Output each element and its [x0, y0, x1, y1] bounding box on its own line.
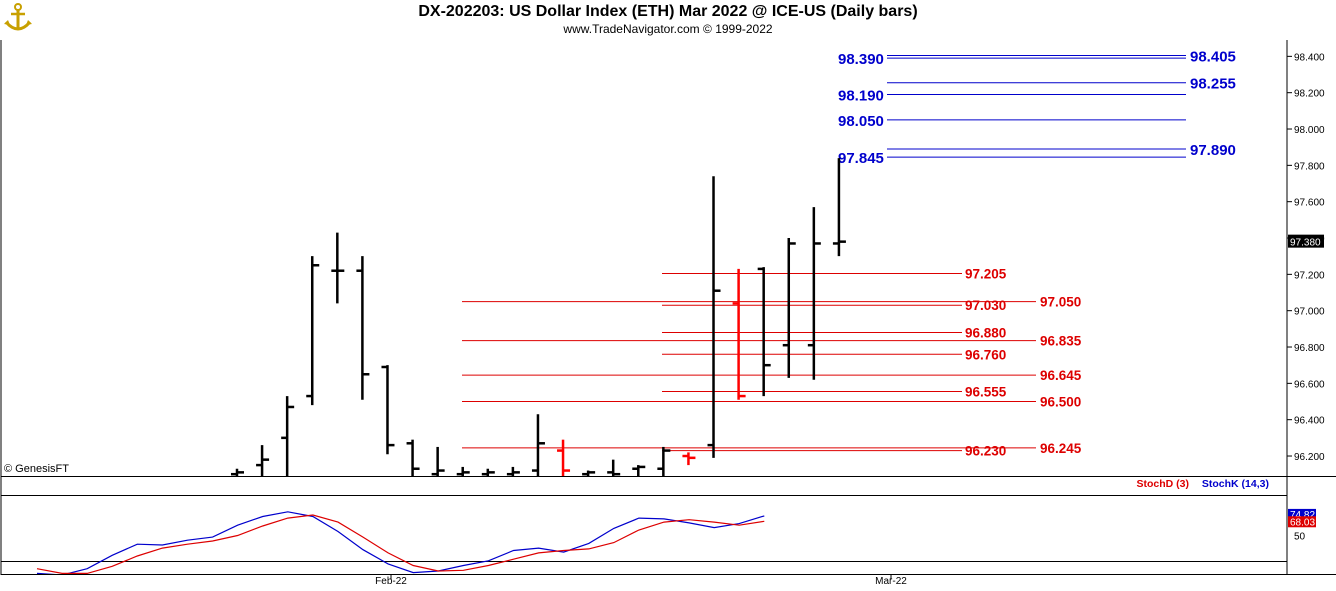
- price-axis-tick-label: 97.200: [1294, 270, 1325, 281]
- blue-level-label: 98.255: [1190, 76, 1236, 93]
- ohlc-bar: [531, 414, 545, 476]
- stoch-lines: [36, 511, 765, 574]
- price-axis-tick-label: 96.400: [1294, 416, 1325, 427]
- ohlc-bars: [231, 158, 846, 476]
- blue-level-label: 98.390: [838, 51, 884, 68]
- ohlc-bar: [381, 365, 395, 455]
- stochk-legend: StochK (14,3): [1202, 478, 1269, 490]
- red-level-label: 97.205: [965, 266, 1007, 281]
- red-level-label: 96.835: [1040, 334, 1082, 349]
- anchor-logo-icon: [2, 2, 34, 34]
- watermark: © GenesisFT: [4, 463, 69, 475]
- red-level-label: 96.230: [965, 444, 1006, 459]
- price-axis-tick-label: 98.200: [1294, 89, 1325, 100]
- price-axis-tick-label: 97.600: [1294, 198, 1325, 209]
- ohlc-bar: [331, 232, 345, 304]
- stochd-legend: StochD (3): [1137, 478, 1190, 490]
- ohlc-bar: [832, 158, 846, 257]
- stochk-value-box: [1288, 508, 1316, 520]
- ohlc-bar: [782, 238, 796, 378]
- date-axis-tick-label: Mar-22: [875, 576, 907, 587]
- price-axis-tick-label: 97.000: [1294, 307, 1325, 318]
- ohlc-bar: [281, 396, 295, 476]
- ohlc-bar: [707, 176, 721, 458]
- date-axis: Feb-22 Mar-22: [375, 575, 907, 587]
- red-level-label: 96.645: [1040, 368, 1082, 383]
- price-axis-tick-label: 98.400: [1294, 52, 1325, 63]
- ohlc-bar: [431, 446, 445, 476]
- red-level-label: 96.555: [965, 385, 1007, 400]
- blue-level-label: 98.190: [838, 88, 884, 105]
- price-axis-tick-label: 97.800: [1294, 161, 1325, 172]
- red-level-label: 96.880: [965, 325, 1006, 340]
- stochd-value-label: 68.03: [1290, 517, 1315, 528]
- stochd-line: [36, 514, 765, 574]
- blue-level-label: 98.405: [1190, 48, 1236, 65]
- ohlc-bar: [356, 256, 370, 400]
- ohlc-bar: [557, 439, 571, 476]
- stochk-line: [36, 511, 765, 574]
- blue-level-label: 98.050: [838, 113, 884, 130]
- date-axis-tick-label: Feb-22: [375, 576, 407, 587]
- ohlc-bar: [682, 452, 696, 466]
- stoch-axis-tick-label: 50: [1294, 532, 1306, 543]
- red-level-label: 96.500: [1040, 395, 1081, 410]
- price-axis-tick-label: 96.200: [1294, 452, 1325, 463]
- ohlc-bar: [657, 446, 671, 476]
- price-axis-tick-label: 96.600: [1294, 379, 1325, 390]
- ohlc-bar: [306, 256, 320, 406]
- stochd-value-box: [1288, 516, 1316, 528]
- price-axis-tick-label: 98.000: [1294, 125, 1325, 136]
- last-price-box: [1288, 234, 1324, 248]
- stochk-value-label: 74.82: [1290, 510, 1315, 521]
- blue-level-label: 97.845: [838, 150, 884, 167]
- last-price-label: 97.380: [1290, 238, 1321, 249]
- red-level-label: 97.050: [1040, 295, 1081, 310]
- price-axis-tick-label: 96.800: [1294, 343, 1325, 354]
- blue-level-label: 97.890: [1190, 142, 1236, 159]
- ohlc-bar: [582, 470, 596, 476]
- ohlc-bar: [807, 207, 821, 380]
- ohlc-bar: [607, 459, 621, 476]
- ohlc-bar: [632, 465, 646, 476]
- ohlc-bar: [256, 445, 270, 476]
- red-level-label: 97.030: [965, 298, 1006, 313]
- ohlc-bar: [456, 466, 470, 476]
- chart-subtitle: www.TradeNavigator.com © 1999-2022: [563, 22, 773, 36]
- ohlc-bar: [732, 268, 746, 400]
- ohlc-bar: [406, 439, 420, 476]
- ohlc-bar: [231, 468, 244, 476]
- ohlc-bar: [481, 468, 495, 476]
- red-level-label: 96.760: [965, 347, 1006, 362]
- red-level-label: 96.245: [1040, 441, 1082, 456]
- level-lines: 98.390 98.405 98.255 98.190 98.050 97.890 97.8…: [462, 48, 1236, 459]
- chart-title: DX-202203: US Dollar Index (ETH) Mar 202…: [418, 3, 918, 20]
- ohlc-bar: [506, 466, 520, 476]
- price-axis: 96.20096.40096.60096.80097.00097.20097.4…: [1287, 52, 1325, 463]
- ohlc-bar: [757, 267, 771, 397]
